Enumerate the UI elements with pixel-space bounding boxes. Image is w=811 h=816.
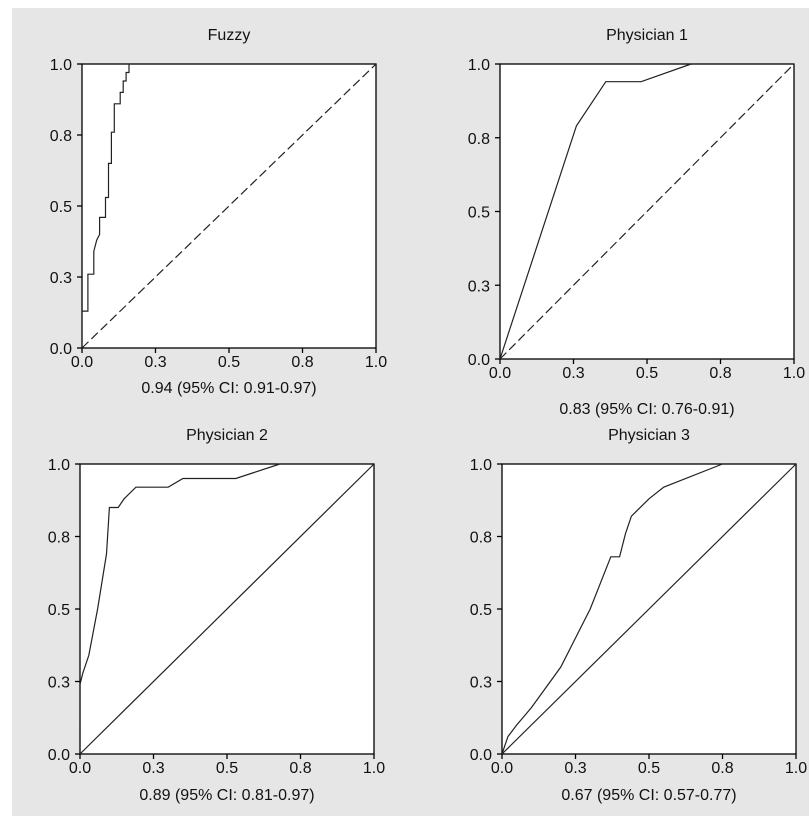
chart-title: Fuzzy xyxy=(208,27,251,44)
y-tick-label: 1.0 xyxy=(48,457,70,474)
x-tick-label: 0.0 xyxy=(491,760,513,777)
reference-diagonal xyxy=(79,463,375,755)
y-tick-label: 0.8 xyxy=(48,530,70,547)
y-tick-label: 0.8 xyxy=(470,530,492,547)
x-tick-label: 0.8 xyxy=(291,354,313,371)
chart-panel-physician-2: Physician 2 0.0 0.3 0.5 0.8 1.0 0.0 0.3 0.5 0.8 1.… xyxy=(48,427,385,804)
x-tick-label: 0.5 xyxy=(216,760,238,777)
chart-panel-physician-3: Physician 3 0.0 0.3 0.5 0.8 1.0 0.0 0.3 0.5 0.8 1.… xyxy=(470,427,807,804)
x-tick-label: 0.5 xyxy=(636,365,658,382)
x-tick-label: 0.3 xyxy=(144,354,166,371)
y-tick-label: 0.8 xyxy=(468,131,490,148)
y-tick-label: 0.5 xyxy=(50,199,72,216)
x-tick-label: 0.0 xyxy=(489,365,511,382)
x-tick-label: 0.3 xyxy=(564,760,586,777)
roc-curve xyxy=(501,463,723,755)
y-tick-label: 0.3 xyxy=(50,270,72,287)
plot-area xyxy=(81,63,377,349)
roc-figure: Fuzzy 0.0 0.3 0.5 0.8 1.0 0.0 0.3 0.5 0.8 1.0 0.94 … xyxy=(12,8,809,816)
x-tick-label: 0.3 xyxy=(142,760,164,777)
reference-diagonal xyxy=(501,463,797,755)
x-tick-label: 0.5 xyxy=(218,354,240,371)
chart-panel-fuzzy: Fuzzy 0.0 0.3 0.5 0.8 1.0 0.0 0.3 0.5 0.8 1.0 0.94 … xyxy=(50,27,387,397)
y-tick-label: 0.0 xyxy=(50,341,72,358)
x-tick-label: 0.3 xyxy=(562,365,584,382)
y-tick-label: 1.0 xyxy=(50,57,72,74)
x-tick-label: 0.8 xyxy=(289,760,311,777)
x-tick-label: 0.0 xyxy=(71,354,93,371)
y-tick-label: 0.0 xyxy=(470,747,492,764)
auc-label: 0.94 (95% CI: 0.91-0.97) xyxy=(141,380,316,397)
x-tick-label: 1.0 xyxy=(785,760,807,777)
x-tick-label: 0.8 xyxy=(709,365,731,382)
y-tick-label: 1.0 xyxy=(470,457,492,474)
y-tick-label: 0.0 xyxy=(48,747,70,764)
x-tick-label: 1.0 xyxy=(783,365,805,382)
x-tick-label: 0.8 xyxy=(711,760,733,777)
y-tick-label: 0.8 xyxy=(50,128,72,145)
roc-curve xyxy=(81,64,130,348)
y-tick-label: 0.5 xyxy=(48,602,70,619)
roc-curve xyxy=(499,63,692,360)
chart-panel-physician-1: Physician 1 0.0 0.3 0.5 0.8 1.0 0.0 0.3 0.5 0.8 1.… xyxy=(468,27,805,418)
x-tick-label: 0.5 xyxy=(638,760,660,777)
chart-title: Physician 1 xyxy=(606,27,688,44)
y-tick-label: 0.3 xyxy=(468,278,490,295)
y-tick-label: 0.5 xyxy=(468,205,490,222)
y-tick-label: 0.0 xyxy=(468,352,490,369)
reference-diagonal xyxy=(81,63,377,349)
y-tick-label: 0.3 xyxy=(470,675,492,692)
y-tick-label: 0.5 xyxy=(470,602,492,619)
reference-diagonal xyxy=(499,63,795,360)
auc-label: 0.89 (95% CI: 0.81-0.97) xyxy=(139,787,314,804)
chart-title: Physician 2 xyxy=(186,427,268,444)
y-tick-label: 1.0 xyxy=(468,57,490,74)
x-tick-label: 1.0 xyxy=(365,354,387,371)
auc-label: 0.67 (95% CI: 0.57-0.77) xyxy=(561,787,736,804)
x-tick-label: 0.0 xyxy=(69,760,91,777)
chart-title: Physician 3 xyxy=(608,427,690,444)
auc-label: 0.83 (95% CI: 0.76-0.91) xyxy=(559,401,734,418)
x-tick-label: 1.0 xyxy=(363,760,385,777)
roc-curve xyxy=(79,463,281,725)
y-tick-label: 0.3 xyxy=(48,675,70,692)
